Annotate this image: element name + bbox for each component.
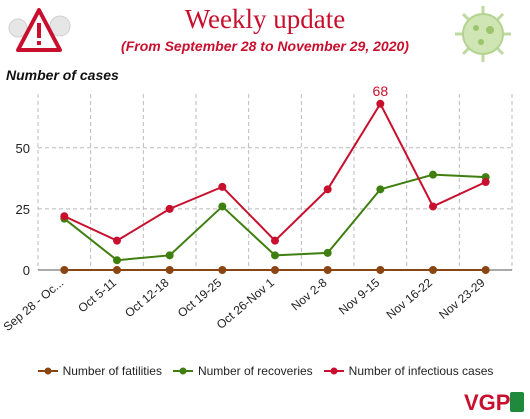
data-point [271,236,279,245]
x-tick-label: Oct 5-11 [75,275,119,315]
chart-subtitle: (From September 28 to November 29, 2020) [121,38,409,54]
data-point [218,202,227,211]
x-tick-label: Nov 16-22 [384,275,436,322]
series-line [63,101,487,243]
x-tick-label: Nov 2-8 [288,275,329,313]
data-point [376,99,385,108]
chart-title: Weekly update [184,4,346,34]
data-point [218,182,227,191]
data-point [429,266,437,274]
x-tick-label: Oct 19-25 [175,275,225,320]
x-tick-label: Sep 28 - Oc... [1,276,67,334]
chart-heading: Number of cases [6,67,119,83]
x-tick-label: Oct 12-18 [122,275,172,320]
data-point [165,251,174,260]
data-point [429,170,437,179]
y-tick-label: 0 [23,263,30,278]
x-tick-label: Oct 26-Nov 1 [214,275,277,331]
data-point [113,236,121,245]
data-point [165,204,174,213]
legend-swatch [37,367,58,375]
data-point [323,185,332,194]
data-point [481,178,490,186]
x-tick-label: Nov 23-29 [436,275,488,322]
data-label: 68 [373,83,389,99]
data-point [323,248,332,257]
data-point [60,266,69,274]
data-point [60,212,69,221]
data-point [218,266,227,274]
data-point [113,256,121,265]
data-point [113,266,121,274]
legend-item: Number of infectious cases [323,364,494,378]
data-point [271,266,279,274]
data-point [481,266,490,274]
data-point [271,251,279,260]
legend-item: Number of recoveries [172,364,313,378]
y-tick-label: 50 [16,141,30,156]
warning-icon [8,8,71,52]
legend-swatch [323,367,344,375]
virus-icon [455,6,511,62]
legend-label: Number of infectious cases [348,364,494,378]
data-point [429,202,437,211]
data-point [323,266,332,274]
vgp-logo: VGP [464,390,524,415]
chart-legend: Number of fatilities Number of recoveries… [0,364,530,378]
data-point [376,266,385,274]
legend-label: Number of recoveries [197,364,313,378]
data-point [376,185,385,194]
data-point [165,266,174,274]
legend-item: Number of fatilities [37,364,162,378]
logo-text: VGP [464,390,510,415]
legend-swatch [172,367,193,375]
legend-label: Number of fatilities [62,364,162,378]
y-tick-label: 25 [16,202,30,217]
x-tick-label: Nov 9-15 [336,275,383,317]
